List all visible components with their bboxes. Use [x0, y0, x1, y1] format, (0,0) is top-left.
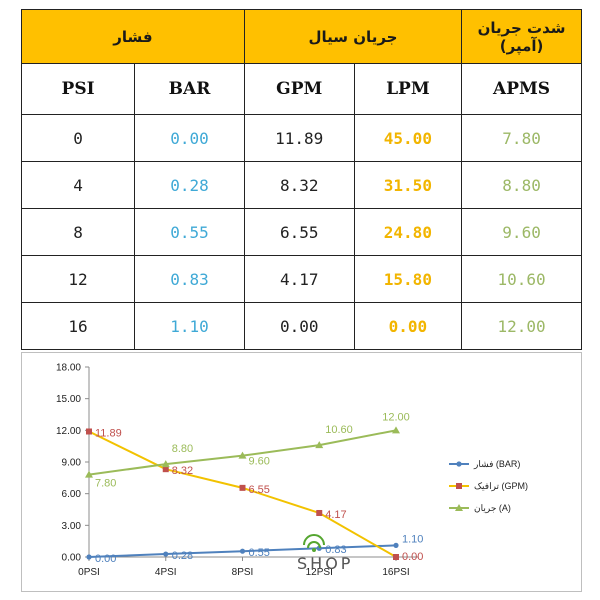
- cell-lpm: 24.80: [353, 208, 463, 256]
- table-row: 16 1.10 0.00 0.00 12.00: [20, 302, 582, 350]
- cell-gpm: 8.32: [243, 161, 355, 209]
- cell-bar: 0.28: [134, 161, 245, 209]
- column-header-bar: BAR: [134, 63, 245, 115]
- data-label: 0.00: [402, 551, 423, 563]
- legend-marker: [456, 461, 462, 467]
- data-label: 1.10: [402, 533, 423, 545]
- y-tick-label: 0.00: [62, 553, 82, 564]
- column-header-apms: APMS: [461, 63, 582, 115]
- data-point: [239, 484, 246, 491]
- table-row: 0 0.00 11.89 45.00 7.80: [20, 114, 582, 162]
- cell-psi: 8: [20, 208, 136, 256]
- data-point: [393, 542, 399, 548]
- cell-psi: 16: [20, 302, 136, 350]
- data-label: 6.55: [249, 484, 270, 496]
- table-row: 8 0.55 6.55 24.80 9.60: [20, 208, 582, 256]
- data-point: [393, 554, 399, 560]
- y-tick-label: 15.00: [56, 394, 81, 405]
- data-label: 9.60: [249, 456, 270, 468]
- cell-psi: 4: [20, 161, 136, 209]
- x-tick-label: 16PSI: [382, 567, 409, 578]
- spec-table: فشار جریان سیال شدت جریان (آمپر) PSI BAR…: [20, 9, 582, 350]
- data-point: [162, 466, 169, 473]
- chart-svg: 0.00 3.00 6.00 9.00 12.00 15.00 18.00 0PSI 4PSI 8…: [21, 352, 582, 592]
- data-point: [161, 460, 170, 468]
- data-table: فشار جریان سیال شدت جریان (آمپر) PSI BAR…: [20, 9, 582, 350]
- cell-lpm: 0.00: [353, 302, 463, 350]
- data-label: 10.60: [325, 424, 353, 436]
- x-tick-label: 8PSI: [232, 567, 254, 578]
- data-label: 0.28: [172, 550, 193, 562]
- data-point: [86, 554, 92, 560]
- data-label: 7.80: [95, 478, 116, 490]
- group-header-row: فشار جریان سیال شدت جریان (آمپر): [21, 9, 582, 64]
- cell-psi: 0: [20, 114, 136, 162]
- data-point: [238, 451, 247, 459]
- table-row: 12 0.83 4.17 15.80 10.60: [20, 255, 582, 303]
- data-point: [392, 426, 400, 434]
- table-row: 4 0.28 8.32 31.50 8.80: [20, 161, 582, 209]
- watermark-logo: SHOP: [297, 534, 353, 573]
- y-tick-label: 3.00: [62, 521, 82, 532]
- data-point: [163, 551, 169, 557]
- y-tick-label: 9.00: [62, 458, 82, 469]
- x-tick-label: 4PSI: [155, 567, 177, 578]
- cell-apms: 9.60: [461, 208, 582, 256]
- y-tick-label: 6.00: [62, 489, 82, 500]
- data-label: 8.32: [172, 465, 193, 477]
- wifi-arc-icon: [303, 534, 325, 546]
- data-point: [316, 509, 323, 516]
- cell-apms: 7.80: [461, 114, 582, 162]
- cell-gpm: 0.00: [243, 302, 355, 350]
- data-label: 4.17: [325, 509, 346, 521]
- column-header-psi: PSI: [20, 63, 136, 115]
- watermark-text: SHOP: [297, 554, 353, 573]
- data-point: [85, 470, 93, 478]
- y-tick-label: 18.00: [56, 363, 81, 374]
- group-header-flow: جریان سیال: [243, 9, 463, 64]
- legend-entry: ترافیک (GPM): [474, 481, 528, 492]
- cell-bar: 0.55: [134, 208, 245, 256]
- x-tick-label: 12PSI: [306, 567, 333, 578]
- group-header-current: شدت جریان (آمپر): [461, 9, 582, 64]
- data-point: [86, 428, 92, 435]
- data-label: 12.00: [382, 411, 410, 423]
- y-tick-label: 12.00: [56, 426, 81, 437]
- column-header-row: PSI BAR GPM LPM APMS: [20, 63, 582, 115]
- cell-lpm: 31.50: [353, 161, 463, 209]
- cell-gpm: 11.89: [243, 114, 355, 162]
- legend-marker: [455, 504, 463, 511]
- data-label: 0.83: [325, 544, 346, 556]
- column-header-gpm: GPM: [243, 63, 355, 115]
- cell-bar: 0.00: [134, 114, 245, 162]
- legend-entry: جریان (A): [474, 503, 511, 514]
- cell-lpm: 15.80: [353, 255, 463, 303]
- x-tick-label: 0PSI: [78, 567, 100, 578]
- data-label: 0.55: [249, 547, 270, 559]
- data-label: 11.89: [95, 427, 122, 439]
- cell-gpm: 6.55: [243, 208, 355, 256]
- cell-psi: 12: [20, 255, 136, 303]
- cell-apms: 10.60: [461, 255, 582, 303]
- cell-apms: 8.80: [461, 161, 582, 209]
- group-header-pressure: فشار: [21, 9, 245, 64]
- data-label: 8.80: [172, 443, 193, 455]
- data-label: 0.00: [95, 553, 116, 565]
- data-point: [315, 441, 324, 449]
- legend-entry: فشار (BAR): [473, 459, 520, 470]
- data-point: [239, 548, 246, 554]
- line-chart: 0.00 3.00 6.00 9.00 12.00 15.00 18.00 0PSI 4PSI 8…: [21, 352, 582, 592]
- cell-bar: 0.83: [134, 255, 245, 303]
- legend-marker: [456, 483, 462, 489]
- column-header-lpm: LPM: [353, 63, 463, 115]
- cell-apms: 12.00: [461, 302, 582, 350]
- cell-lpm: 45.00: [353, 114, 463, 162]
- cell-bar: 1.10: [134, 302, 245, 350]
- cell-gpm: 4.17: [243, 255, 355, 303]
- wifi-dot-icon: [312, 548, 316, 552]
- wifi-arc-icon: [307, 541, 321, 549]
